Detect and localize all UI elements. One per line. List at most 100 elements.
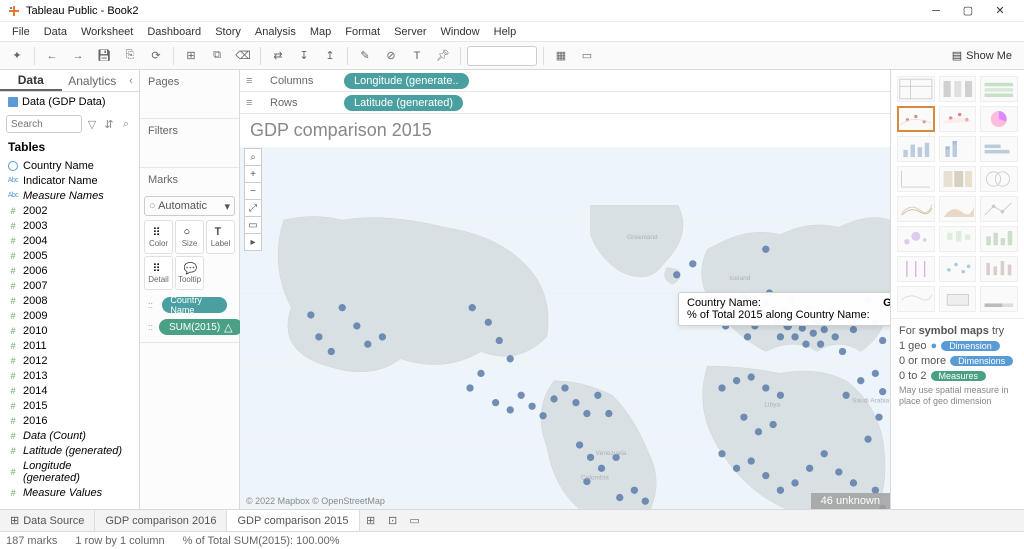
map-dot[interactable]	[528, 403, 535, 410]
showme-thumb-1[interactable]	[939, 76, 977, 102]
save-button[interactable]: 💾︎	[93, 45, 115, 67]
map-dot[interactable]	[835, 468, 842, 475]
menu-worksheet[interactable]: Worksheet	[75, 25, 139, 39]
map-dot[interactable]	[872, 370, 879, 377]
field-item[interactable]: 2015	[4, 398, 135, 413]
map-dot[interactable]	[572, 399, 579, 406]
map-dot[interactable]	[496, 337, 503, 344]
map-dot[interactable]	[832, 333, 839, 340]
field-item[interactable]: 2009	[4, 308, 135, 323]
showme-thumb-16[interactable]	[939, 226, 977, 252]
showme-thumb-14[interactable]	[980, 196, 1018, 222]
map-dot[interactable]	[616, 494, 623, 501]
map-dot[interactable]	[755, 428, 762, 435]
map-dot[interactable]	[879, 388, 886, 395]
map-dot[interactable]	[507, 406, 514, 413]
tableau-icon[interactable]: ✦	[6, 45, 28, 67]
menu-story[interactable]: Story	[209, 25, 247, 39]
map-dot[interactable]	[875, 414, 882, 421]
map-dot[interactable]	[353, 322, 360, 329]
map-dot[interactable]	[733, 465, 740, 472]
map-dot[interactable]	[748, 373, 755, 380]
sort-asc-button[interactable]: ↧	[293, 45, 315, 67]
new-story-tab[interactable]: ▭	[404, 514, 426, 527]
menu-server[interactable]: Server	[388, 25, 432, 39]
menu-data[interactable]: Data	[38, 25, 73, 39]
showme-thumb-9[interactable]	[897, 166, 935, 192]
mark-color-button[interactable]: ⠿Color	[144, 220, 173, 254]
field-item[interactable]: 2012	[4, 353, 135, 368]
menu-dashboard[interactable]: Dashboard	[141, 25, 207, 39]
field-item[interactable]: Latitude (generated)	[4, 443, 135, 458]
showme-thumb-18[interactable]	[897, 256, 935, 282]
map-dot[interactable]	[879, 337, 886, 344]
map-zoom-area-button[interactable]: ▭	[244, 216, 262, 234]
map-dot[interactable]	[605, 410, 612, 417]
mark-label-button[interactable]: TLabel	[206, 220, 235, 254]
rows-pill[interactable]: Latitude (generated)	[344, 95, 463, 111]
map-dot[interactable]	[466, 384, 473, 391]
field-item[interactable]: 2008	[4, 293, 135, 308]
duplicate-button[interactable]: ⧉	[206, 45, 228, 67]
map-dot[interactable]	[339, 304, 346, 311]
map-dot[interactable]	[777, 333, 784, 340]
map-zoom-in-button[interactable]: +	[244, 165, 262, 183]
mark-detail-button[interactable]: ⠿Detail	[144, 256, 173, 290]
map-dot[interactable]	[839, 348, 846, 355]
showme-thumb-7[interactable]	[939, 136, 977, 162]
sort-desc-button[interactable]: ↥	[319, 45, 341, 67]
showme-thumb-11[interactable]	[980, 166, 1018, 192]
map-dot[interactable]	[561, 384, 568, 391]
data-source-tab[interactable]: ⊞Data Source	[0, 510, 95, 531]
collapse-pane-button[interactable]: ‹	[123, 70, 139, 91]
map-dot[interactable]	[762, 384, 769, 391]
map-dot[interactable]	[810, 330, 817, 337]
map-pan-button[interactable]: ▸	[244, 233, 262, 251]
map-dot[interactable]	[477, 370, 484, 377]
field-item[interactable]: 2003	[4, 218, 135, 233]
pages-shelf[interactable]: Pages	[140, 70, 239, 94]
menu-window[interactable]: Window	[435, 25, 486, 39]
map-dot[interactable]	[733, 377, 740, 384]
map-dot[interactable]	[507, 355, 514, 362]
map-dot[interactable]	[594, 392, 601, 399]
maximize-button[interactable]: ▢	[952, 2, 984, 20]
show-me-button[interactable]: ▤ Show Me	[946, 47, 1018, 64]
field-item[interactable]: 2014	[4, 383, 135, 398]
field-item[interactable]: 2002	[4, 203, 135, 218]
map-dot[interactable]	[857, 377, 864, 384]
field-item[interactable]: 2013	[4, 368, 135, 383]
mark-pill[interactable]: SUM(2015) △	[159, 319, 243, 335]
map-dot[interactable]	[689, 260, 696, 267]
showme-thumb-22[interactable]	[939, 286, 977, 312]
map-dot[interactable]	[762, 246, 769, 253]
mark-pill[interactable]: Country Name	[162, 297, 227, 313]
map-dot[interactable]	[518, 392, 525, 399]
map-dot[interactable]	[802, 341, 809, 348]
field-item[interactable]: Longitude (generated)	[4, 458, 135, 485]
swap-button[interactable]: ⇄	[267, 45, 289, 67]
map-dot[interactable]	[864, 435, 871, 442]
field-item[interactable]: 2010	[4, 323, 135, 338]
map-viz[interactable]: GreenlandIcelandLibyaVenezuelaSaudi Arab…	[240, 147, 890, 509]
sheet-tab[interactable]: GDP comparison 2015	[227, 510, 359, 531]
map-dot[interactable]	[492, 399, 499, 406]
map-dot[interactable]	[631, 487, 638, 494]
showme-thumb-8[interactable]	[980, 136, 1018, 162]
new-worksheet-button[interactable]: ⊞	[180, 45, 202, 67]
showme-thumb-13[interactable]	[939, 196, 977, 222]
map-dot[interactable]	[806, 465, 813, 472]
map-dot[interactable]	[748, 457, 755, 464]
menu-file[interactable]: File	[6, 25, 36, 39]
redo-button[interactable]: →	[67, 45, 89, 67]
data-source-item[interactable]: Data (GDP Data)	[0, 92, 139, 112]
cards-button[interactable]: ▦	[550, 45, 572, 67]
field-item[interactable]: Country Name	[4, 158, 135, 173]
label-button[interactable]: T	[406, 45, 428, 67]
map-dot[interactable]	[583, 410, 590, 417]
search-sort-toggle[interactable]: ⇵	[102, 117, 116, 131]
field-item[interactable]: 2007	[4, 278, 135, 293]
pin-button[interactable]: 📌︎	[432, 45, 454, 67]
worksheet-title[interactable]: GDP comparison 2015	[240, 114, 890, 147]
field-item[interactable]: Data (Count)	[4, 428, 135, 443]
